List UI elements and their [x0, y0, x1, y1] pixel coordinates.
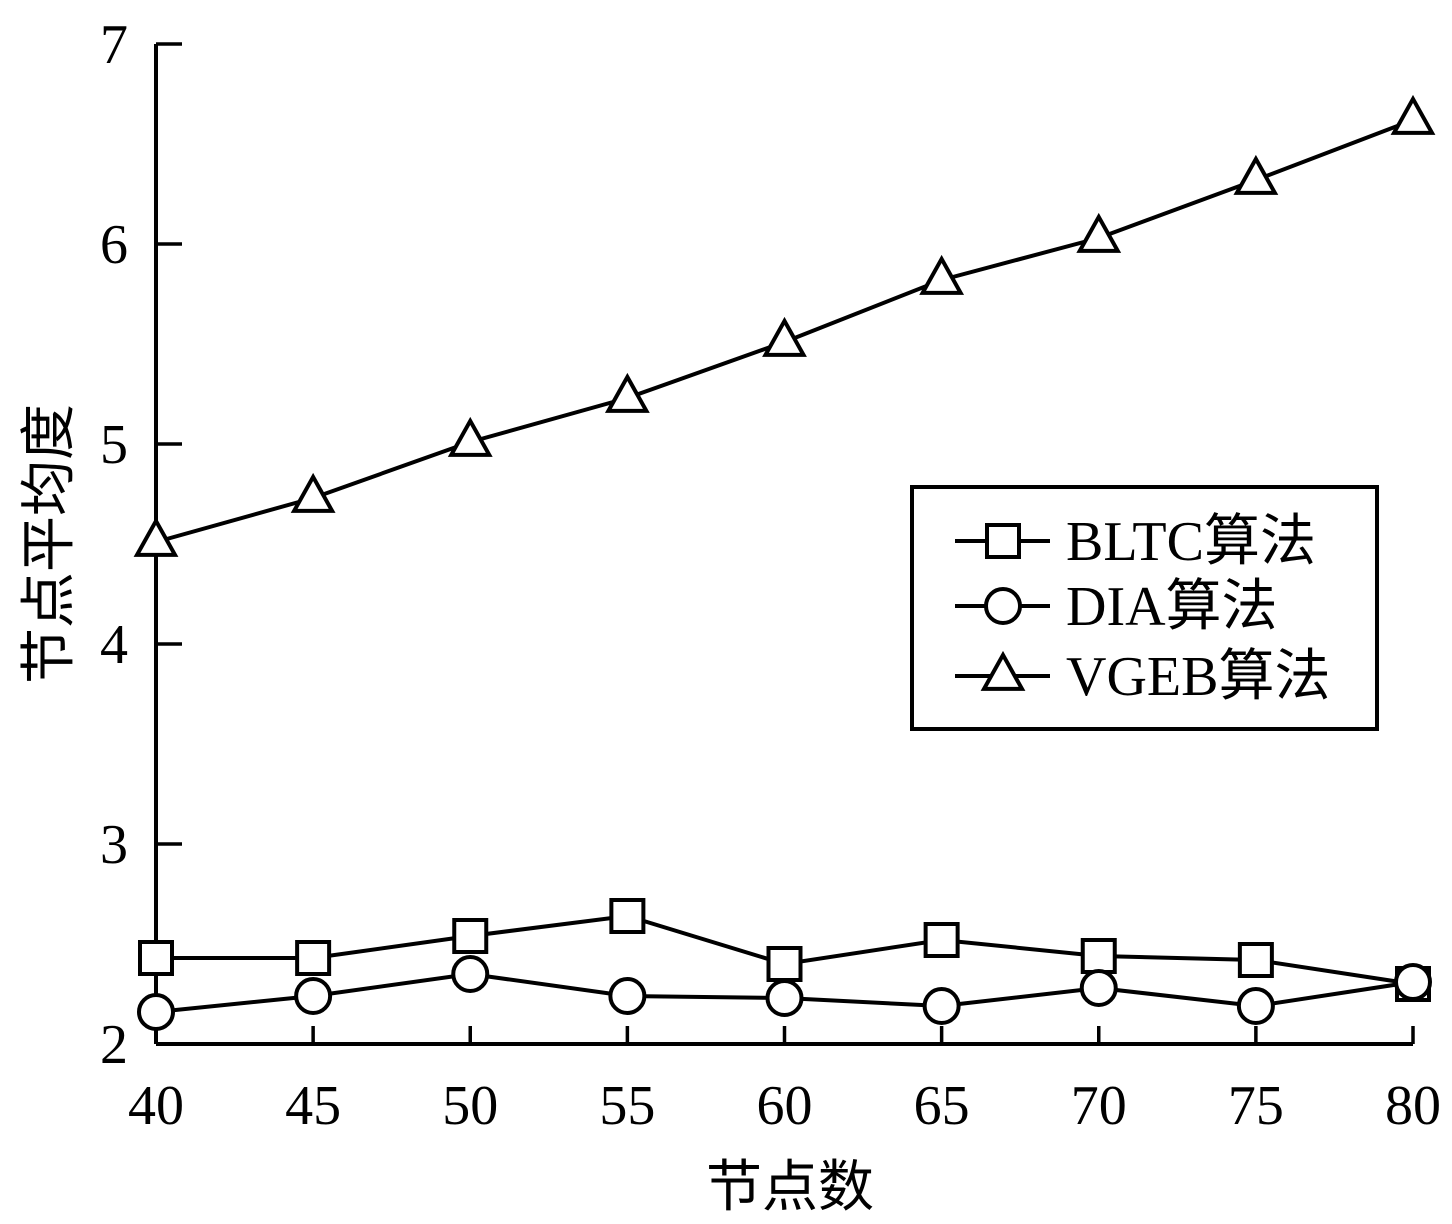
triangle-marker [133, 516, 179, 557]
y-tick-label: 2 [100, 1014, 128, 1076]
triangle-marker [919, 254, 965, 295]
circle-marker [137, 993, 175, 1031]
square-marker [138, 940, 174, 976]
circle-marker [1394, 963, 1432, 1001]
x-tick-label: 40 [128, 1075, 184, 1137]
legend-circle-marker [984, 587, 1022, 625]
x-tick-label: 60 [757, 1075, 813, 1137]
circle-marker [922, 987, 961, 1025]
triangle-marker [762, 316, 807, 357]
x-axis-title: 节点数 [706, 1155, 874, 1220]
triangle-marker [447, 416, 493, 457]
circle-marker [1079, 969, 1118, 1007]
square-marker [766, 946, 803, 982]
y-tick-label: 5 [100, 414, 128, 476]
legend-square-marker [985, 523, 1021, 559]
square-marker [452, 918, 489, 954]
square-marker [1080, 938, 1117, 974]
legend-label: VGEB算法 [1066, 646, 1330, 708]
x-tick-label: 50 [442, 1075, 498, 1137]
x-tick-label: 45 [285, 1075, 341, 1137]
x-tick-label: 70 [1071, 1075, 1127, 1137]
series-group [133, 94, 1436, 1031]
legend-entry: BLTC算法 [955, 511, 1316, 573]
legend-triangle-marker [980, 650, 1026, 691]
triangle-marker [1076, 212, 1122, 253]
circle-marker [765, 979, 804, 1017]
x-tick-label: 75 [1228, 1075, 1284, 1137]
square-marker [295, 940, 332, 976]
x-tick-label: 65 [914, 1075, 970, 1137]
y-tick-label: 3 [100, 814, 128, 876]
legend-label: DIA算法 [1066, 576, 1278, 638]
y-tick-label: 4 [100, 614, 128, 676]
square-marker [609, 898, 646, 934]
circle-marker [451, 955, 490, 993]
circle-marker [294, 977, 333, 1015]
series-triangle [133, 94, 1436, 557]
x-tick-label: 55 [599, 1075, 655, 1137]
x-tick-label: 80 [1385, 1075, 1441, 1137]
y-tick-label: 6 [100, 214, 128, 276]
legend-entry: DIA算法 [955, 576, 1278, 638]
triangle-marker [1233, 154, 1279, 195]
triangle-marker [604, 372, 650, 413]
circle-marker [1236, 987, 1275, 1025]
triangle-marker [1390, 94, 1436, 135]
series-circle [137, 955, 1432, 1031]
legend-label: BLTC算法 [1066, 511, 1316, 573]
square-marker [1237, 942, 1274, 978]
series-square [138, 898, 1431, 1002]
legend-entry: VGEB算法 [955, 646, 1330, 708]
circle-marker [608, 977, 647, 1015]
y-tick-label: 7 [100, 14, 128, 76]
y-axis-title: 节点平均度 [17, 404, 82, 684]
square-marker [923, 922, 960, 958]
triangle-marker [290, 472, 336, 513]
